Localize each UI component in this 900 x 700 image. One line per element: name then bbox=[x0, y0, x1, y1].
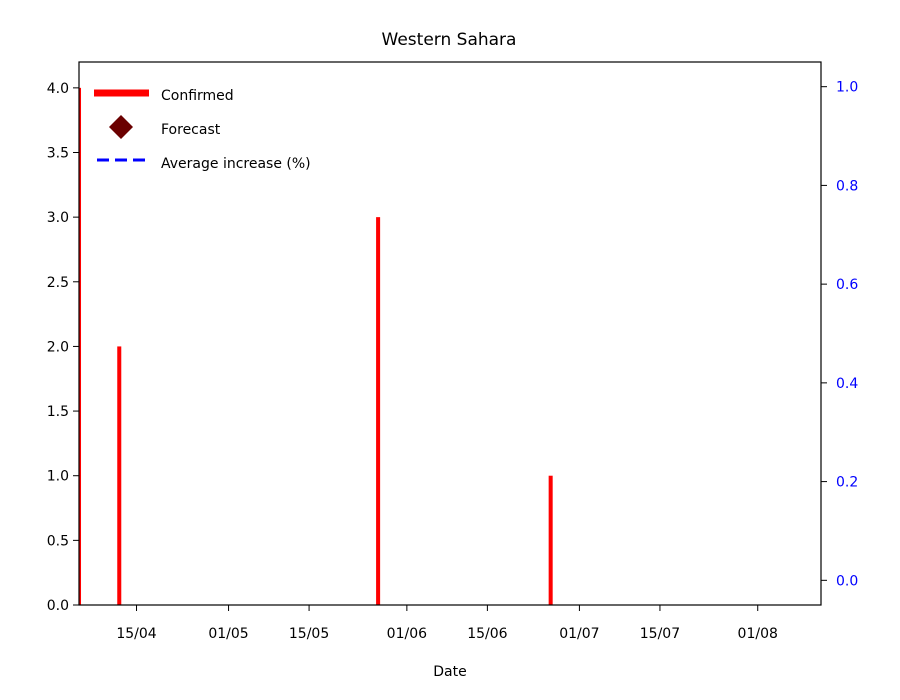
x-axis-label: Date bbox=[433, 664, 466, 680]
x-axis: 15/04 01/05 15/05 01/06 15/06 01/07 15/07 01/08 bbox=[116, 605, 778, 642]
bar-confirmed-1 bbox=[117, 346, 122, 605]
x-tick-label: 15/04 bbox=[116, 626, 156, 642]
legend-label-average-increase: Average increase (%) bbox=[161, 156, 311, 172]
y-tick-label: 0.5 bbox=[47, 533, 69, 549]
y-right-tick-label: 0.2 bbox=[836, 475, 858, 491]
y-tick-label: 1.5 bbox=[47, 404, 69, 420]
y-right-tick-label: 0.0 bbox=[836, 573, 858, 589]
x-tick-label: 15/06 bbox=[467, 626, 507, 642]
y-tick-label: 2.0 bbox=[47, 339, 69, 355]
legend-swatch-forecast bbox=[109, 115, 133, 139]
y-tick-label: 0.0 bbox=[47, 598, 69, 614]
y-tick-label: 4.0 bbox=[47, 81, 69, 97]
y-right-tick-label: 1.0 bbox=[836, 80, 858, 96]
y-tick-label: 1.0 bbox=[47, 469, 69, 485]
y-right-tick-label: 0.6 bbox=[836, 277, 858, 293]
bar-confirmed-3 bbox=[548, 475, 553, 605]
y-tick-label: 3.5 bbox=[47, 146, 69, 162]
y-right-tick-label: 0.4 bbox=[836, 376, 858, 392]
bar-confirmed-0 bbox=[79, 87, 82, 606]
legend-label-forecast: Forecast bbox=[161, 122, 221, 138]
x-tick-label: 01/05 bbox=[208, 626, 248, 642]
y-tick-label: 3.0 bbox=[47, 210, 69, 226]
x-tick-label: 01/06 bbox=[387, 626, 427, 642]
y-right-tick-label: 0.8 bbox=[836, 178, 858, 194]
chart-title: Western Sahara bbox=[382, 30, 517, 50]
y-tick-label: 2.5 bbox=[47, 275, 69, 291]
x-tick-label: 01/08 bbox=[738, 626, 778, 642]
bars-layer bbox=[79, 87, 553, 606]
bar-confirmed-2 bbox=[376, 217, 381, 605]
y-axis-right: 0.0 0.2 0.4 0.6 0.8 1.0 bbox=[821, 80, 858, 589]
legend: Confirmed Forecast Average increase (%) bbox=[94, 88, 311, 172]
x-tick-label: 15/05 bbox=[289, 626, 329, 642]
y-axis-left: 0.0 0.5 1.0 1.5 2.0 2.5 3.0 3.5 4.0 bbox=[47, 81, 79, 614]
plot-frame bbox=[78, 61, 822, 606]
x-tick-label: 15/07 bbox=[640, 626, 680, 642]
legend-label-confirmed: Confirmed bbox=[161, 88, 234, 104]
x-tick-label: 01/07 bbox=[559, 626, 599, 642]
